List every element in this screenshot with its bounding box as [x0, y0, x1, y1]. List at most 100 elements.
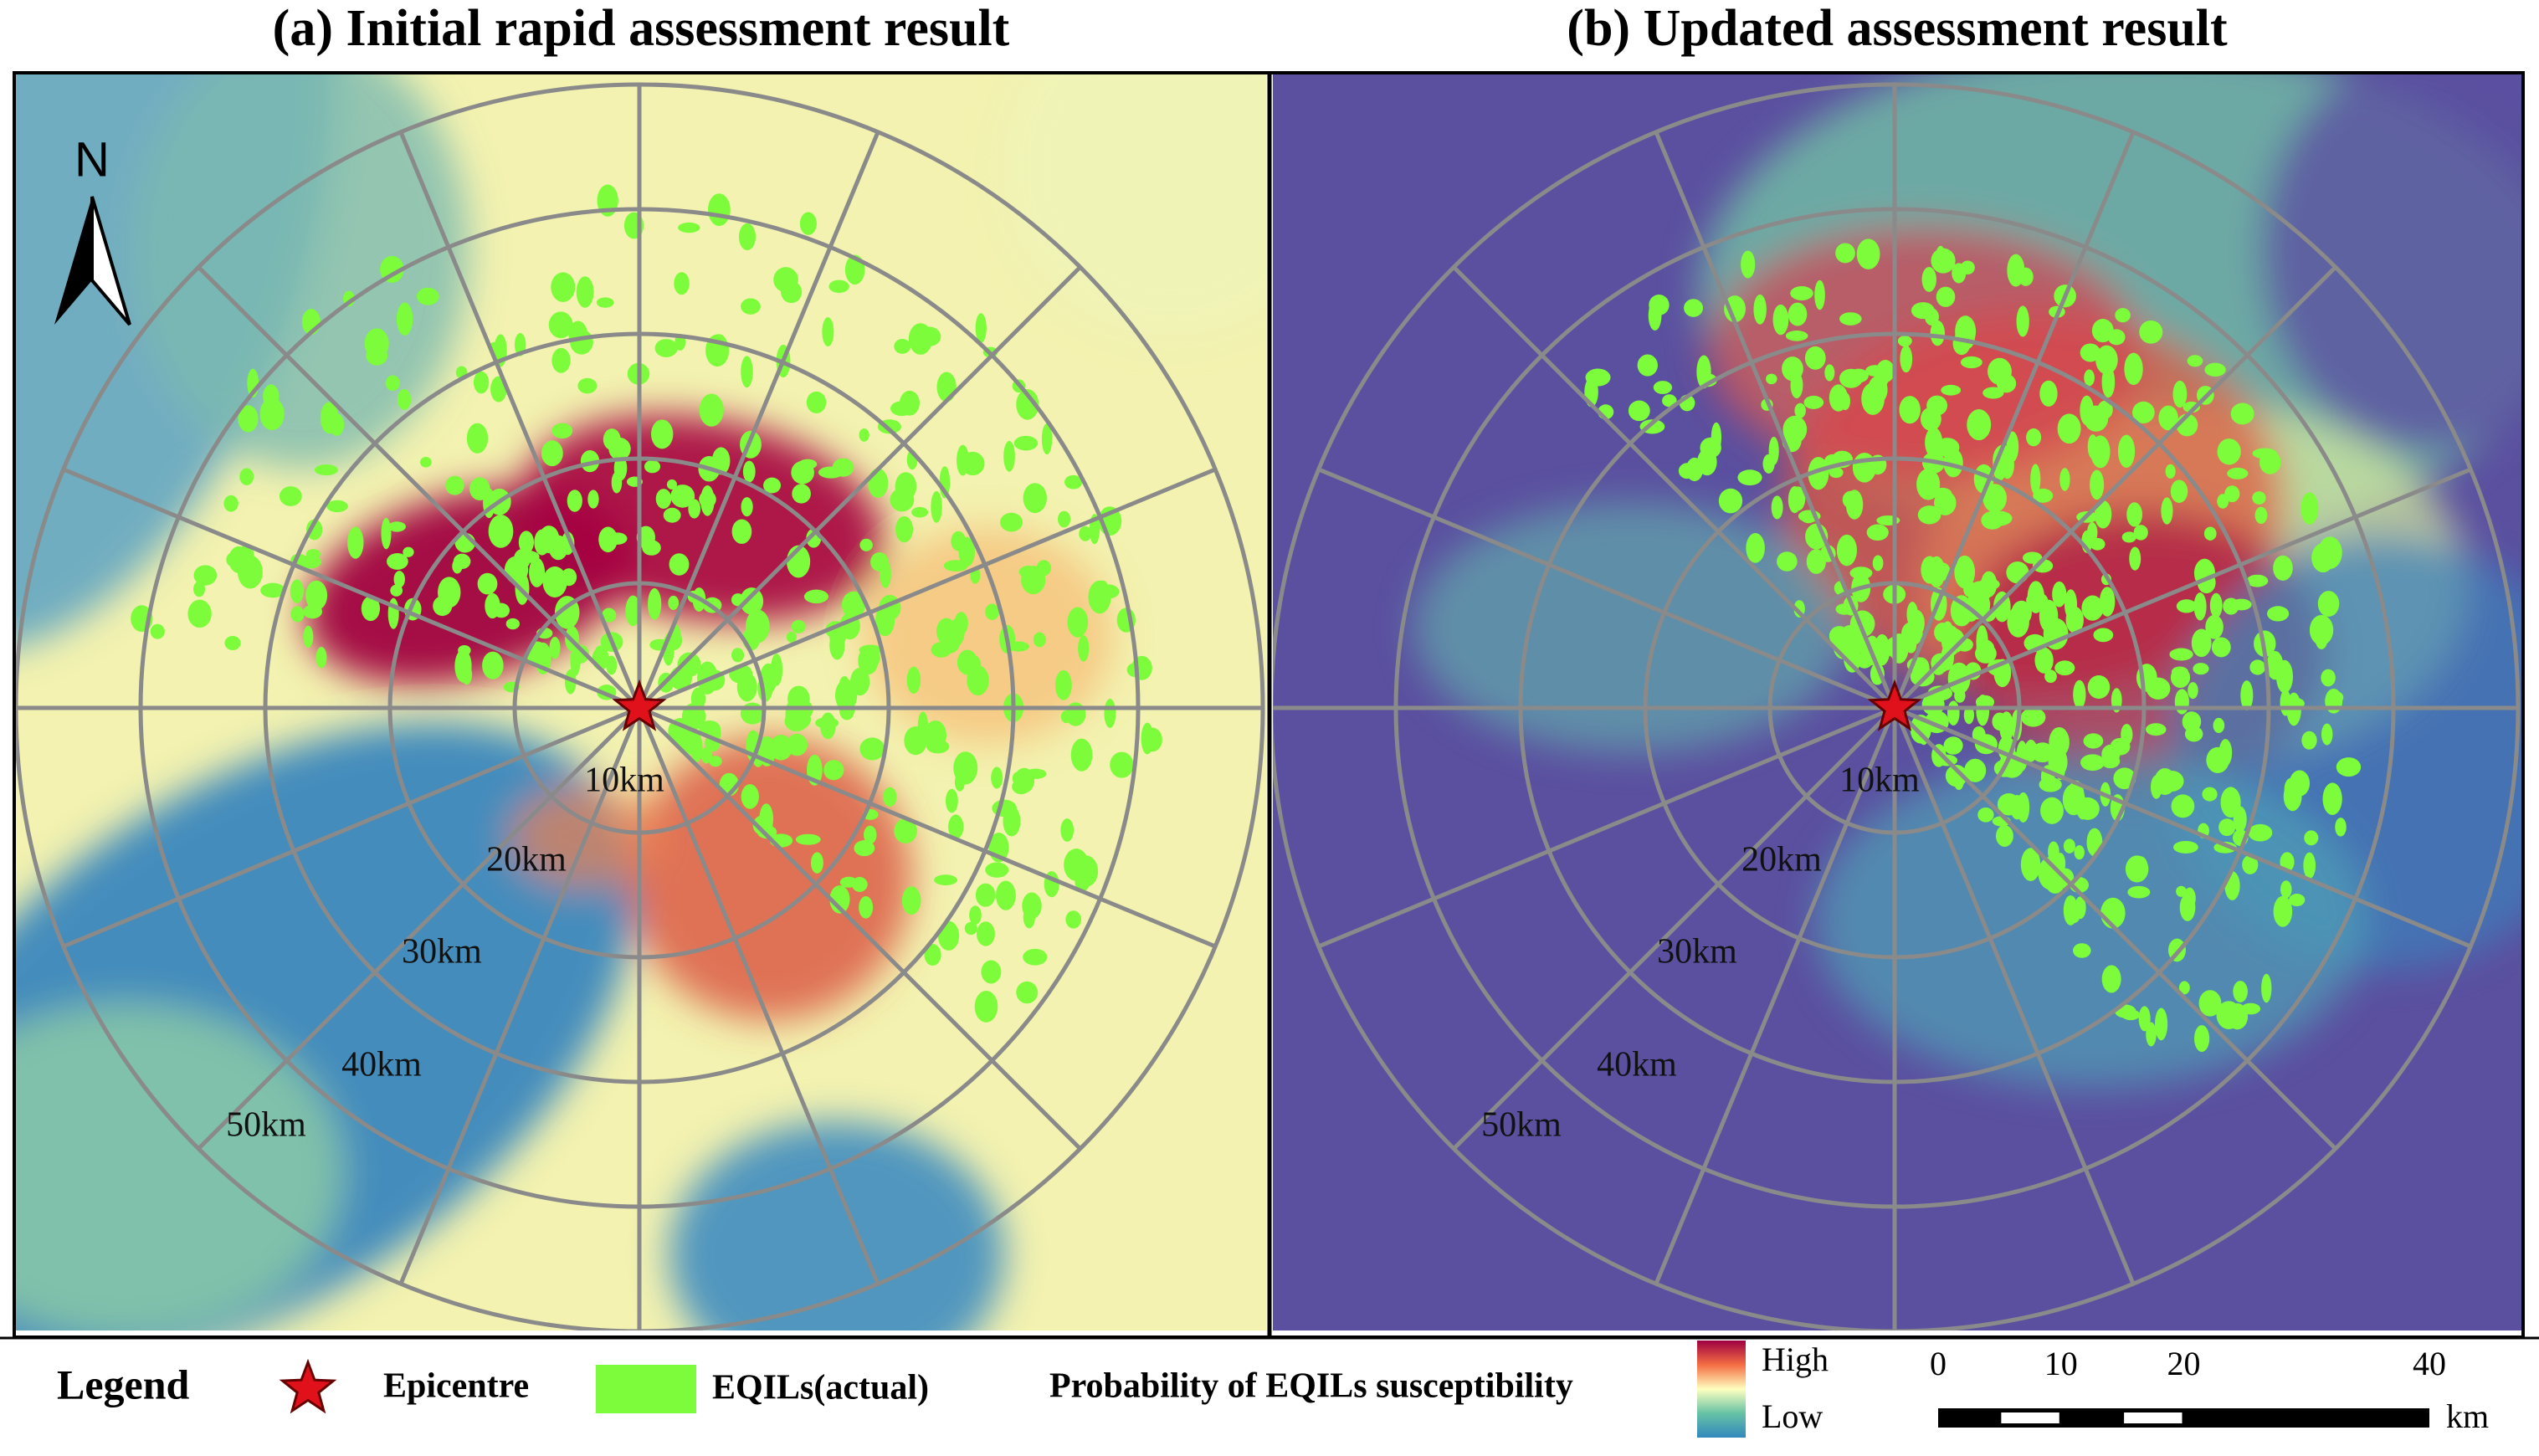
eqil — [875, 603, 895, 637]
eqil — [2007, 254, 2025, 287]
spoke — [637, 707, 880, 1285]
eqil — [2139, 320, 2163, 344]
eqil — [2034, 647, 2054, 674]
eqil — [1637, 354, 1658, 377]
eqil — [1954, 555, 1976, 589]
eqil — [1934, 623, 1952, 643]
eqil — [708, 193, 731, 227]
eqil — [2172, 380, 2188, 408]
eqil — [1075, 872, 1090, 892]
eqil — [2304, 830, 2319, 846]
eqil — [2202, 787, 2218, 802]
ring-label: 10km — [1839, 761, 1920, 800]
eqil — [2057, 413, 2081, 444]
eqil — [2033, 488, 2054, 503]
spoke — [62, 467, 640, 710]
epicentre — [612, 679, 667, 731]
eqil — [2248, 823, 2273, 842]
eqil — [1993, 444, 2013, 476]
eqil — [1900, 345, 1913, 373]
eqil — [967, 665, 989, 696]
eqil — [1839, 624, 1863, 654]
eqil — [2026, 428, 2042, 447]
eqil — [306, 519, 323, 541]
eqil — [1824, 364, 1835, 382]
eqil — [2315, 628, 2328, 649]
eqil — [2083, 733, 2104, 749]
eqil — [2303, 852, 2316, 879]
eqil — [1842, 490, 1859, 509]
eqil — [2030, 464, 2041, 495]
eqil — [2039, 599, 2059, 633]
eqil — [2289, 893, 2306, 907]
eqil — [741, 298, 761, 315]
eqil — [1921, 556, 1939, 584]
eqil — [2174, 689, 2189, 715]
eqil — [854, 840, 875, 857]
eqil — [279, 486, 302, 506]
eqil — [669, 553, 690, 576]
eqil — [1872, 555, 1884, 572]
eqil — [1771, 495, 1783, 520]
eqil — [1018, 566, 1039, 578]
eqil — [1930, 320, 1945, 346]
eqil — [1987, 510, 2013, 526]
eqil — [2086, 522, 2098, 543]
eqil — [1927, 685, 1952, 701]
eqil — [587, 490, 599, 509]
eqil — [326, 500, 348, 513]
eqil — [699, 393, 724, 427]
eqil — [976, 921, 995, 946]
eqil — [1585, 368, 1611, 387]
eqil — [936, 372, 957, 402]
eqil — [1976, 639, 1995, 658]
eqil — [1054, 669, 1072, 700]
eqil — [226, 552, 239, 567]
eqil — [1839, 368, 1864, 388]
eqil — [572, 644, 589, 664]
eqil — [1060, 818, 1075, 842]
eqil — [742, 460, 756, 483]
eqil — [2158, 405, 2178, 431]
eqil — [529, 557, 546, 587]
spoke — [1317, 467, 1895, 710]
eqil — [2065, 606, 2084, 633]
spoke — [1452, 265, 1896, 710]
eqil — [290, 579, 304, 603]
eqil — [806, 391, 827, 413]
panel-a-map — [16, 73, 1266, 1330]
color-ramp — [1697, 1341, 1746, 1438]
eqil — [745, 609, 770, 643]
eqil — [908, 323, 933, 355]
eqil — [1995, 825, 2013, 847]
eqil — [859, 737, 885, 761]
legend-label: EQILs(actual) — [712, 1369, 929, 1407]
eqil — [2115, 308, 2131, 323]
eqil — [803, 589, 829, 604]
raster-patch — [134, 73, 469, 469]
eqil — [1934, 490, 1957, 515]
ring-label: 40km — [1597, 1046, 1677, 1084]
eqil — [482, 651, 504, 679]
eqil — [2193, 1025, 2210, 1053]
eqil — [193, 565, 218, 586]
eqil — [1829, 467, 1844, 479]
eqil — [798, 459, 818, 469]
eqil — [2184, 725, 2203, 742]
eqil — [397, 389, 412, 410]
eqil — [2317, 536, 2342, 569]
eqil — [387, 552, 408, 570]
eqil — [883, 787, 897, 807]
eqil — [2107, 329, 2126, 346]
eqil — [2165, 464, 2176, 479]
eqil — [1981, 571, 1998, 597]
eqil — [1836, 534, 1857, 567]
eqil — [387, 521, 406, 532]
eqil — [1941, 384, 1962, 396]
eqil — [829, 630, 845, 660]
raster-patch — [2259, 73, 2521, 452]
eqil — [2170, 479, 2188, 503]
eqil — [1008, 641, 1029, 652]
eqil — [991, 766, 1003, 789]
